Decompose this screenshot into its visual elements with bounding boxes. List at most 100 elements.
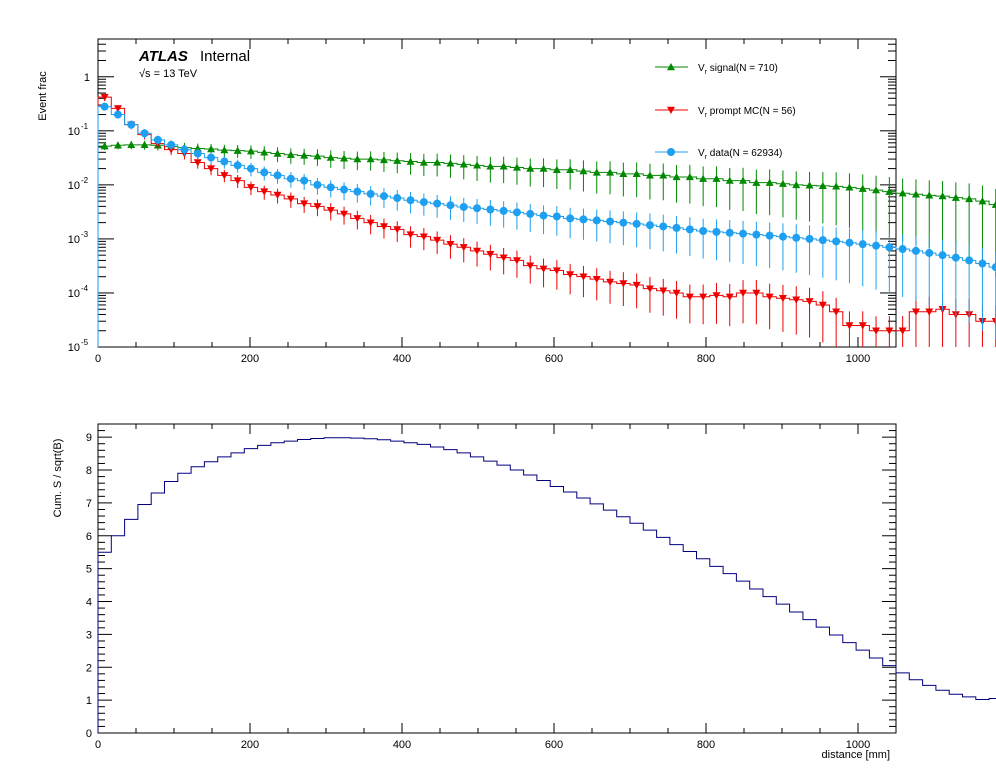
- top-y-tick-label: 10: [68, 126, 80, 138]
- bottom-x-ticks: 0 200 400 600 800 1000: [95, 424, 897, 751]
- series-2-point: [659, 222, 668, 231]
- series-2-point: [712, 227, 721, 236]
- series-0-point: [965, 194, 974, 203]
- series-2-point: [792, 233, 801, 242]
- top-x-ticks: 0 200 400 600 800 1000: [95, 39, 897, 365]
- series-2-point: [765, 231, 774, 240]
- series-0-point: [645, 171, 654, 179]
- series-0-point: [459, 160, 468, 168]
- bottom-y-tick-label: 1: [86, 695, 92, 707]
- series-1-point: [207, 165, 216, 173]
- series-1-point: [925, 308, 934, 316]
- series-2-point: [552, 212, 561, 221]
- series-1-point: [858, 322, 867, 330]
- series-0-point: [579, 167, 588, 175]
- bottom-plot-frame: [97, 423, 897, 734]
- bottom-y-tick-label: 3: [86, 629, 92, 641]
- series-2-point: [645, 221, 654, 230]
- series-0-point: [406, 157, 415, 165]
- cumulative-significance-line: [97, 437, 996, 733]
- series-2-point: [313, 180, 322, 189]
- series-2-point: [725, 228, 734, 237]
- bottom-x-tick-label: 800: [697, 739, 715, 751]
- series-0-point: [566, 165, 575, 174]
- series-2-point: [153, 135, 162, 144]
- series-2-point: [925, 248, 934, 257]
- series-0-point: [752, 178, 761, 186]
- bottom-series-group: [97, 437, 996, 733]
- series-1-point: [406, 231, 415, 239]
- series-2-point: [300, 176, 309, 185]
- series-0-point: [207, 145, 216, 153]
- series-0-point: [113, 141, 122, 149]
- series-2-point: [965, 256, 974, 265]
- series-2-point: [778, 232, 787, 241]
- top-y-tick-exponent: -5: [81, 338, 89, 347]
- series-0-point: [552, 165, 561, 174]
- series-1-point: [552, 267, 561, 275]
- series-0-point: [991, 200, 996, 208]
- top-y-tick-label: 10: [68, 180, 80, 192]
- series-1-point: [526, 262, 535, 270]
- series-1-point: [752, 289, 761, 297]
- top-y-axis-label: Event frac: [37, 71, 49, 121]
- series-0-point: [246, 147, 255, 155]
- series-1-point: [672, 289, 681, 297]
- series-2-point: [233, 161, 242, 170]
- series-1-point: [699, 293, 708, 301]
- series-1-point: [991, 318, 996, 326]
- series-1-point: [459, 244, 468, 252]
- series-1-point: [592, 275, 601, 284]
- series-2-point: [100, 102, 109, 111]
- series-2-point: [739, 229, 748, 238]
- series-2-point: [446, 201, 455, 210]
- series-2-point: [805, 234, 814, 243]
- series-2-point: [406, 196, 415, 205]
- bottom-y-tick-label: 4: [86, 597, 92, 609]
- series-1-point: [739, 289, 748, 297]
- series-1-point: [805, 298, 814, 306]
- series-2-point: [885, 243, 894, 252]
- series-0-point: [619, 169, 628, 178]
- series-2-point: [127, 120, 136, 129]
- top-y-tick-exponent: -4: [81, 284, 89, 293]
- series-1-point: [419, 233, 428, 241]
- series-2-point: [685, 225, 694, 234]
- series-2-point: [419, 198, 428, 207]
- series-0-point: [353, 155, 362, 163]
- series-1-point: [353, 215, 362, 223]
- bottom-y-tick-label: 9: [86, 432, 92, 444]
- series-2-point: [113, 110, 122, 119]
- bottom-y-tick-label: 2: [86, 662, 92, 674]
- series-0-point: [712, 174, 721, 182]
- series-1-point: [566, 271, 575, 279]
- series-0-point: [739, 176, 748, 184]
- series-2-point: [938, 251, 947, 260]
- series-0-point: [127, 140, 136, 149]
- top-x-tick-label: 400: [393, 353, 411, 365]
- top-y-ticks: 110-110-210-310-410-5: [68, 43, 896, 354]
- series-0-point: [286, 150, 295, 159]
- series-1-point: [818, 301, 827, 309]
- series-0-point: [885, 187, 894, 195]
- series-1-point: [379, 223, 388, 231]
- top-panel: 110-110-210-310-410-5 0 200 400 600 800 1000 …: [37, 38, 996, 365]
- series-1-point: [326, 206, 335, 215]
- series-0-point: [473, 161, 482, 169]
- bottom-y-tick-label: 5: [86, 564, 92, 576]
- series-0-point: [379, 155, 388, 164]
- series-1-point: [792, 296, 801, 304]
- series-1-point: [832, 308, 841, 316]
- series-0-point: [672, 172, 681, 181]
- series-1-point: [486, 251, 495, 259]
- series-0-point: [685, 172, 694, 181]
- series-0-point: [220, 146, 229, 154]
- bottom-x-axis-label: distance [mm]: [822, 749, 890, 761]
- series-2-point: [433, 199, 442, 208]
- series-2-point: [246, 164, 255, 173]
- series-2-point: [699, 227, 708, 236]
- series-2-point: [353, 187, 362, 196]
- series-2-point: [752, 230, 761, 239]
- bottom-x-tick-label: 600: [545, 739, 563, 751]
